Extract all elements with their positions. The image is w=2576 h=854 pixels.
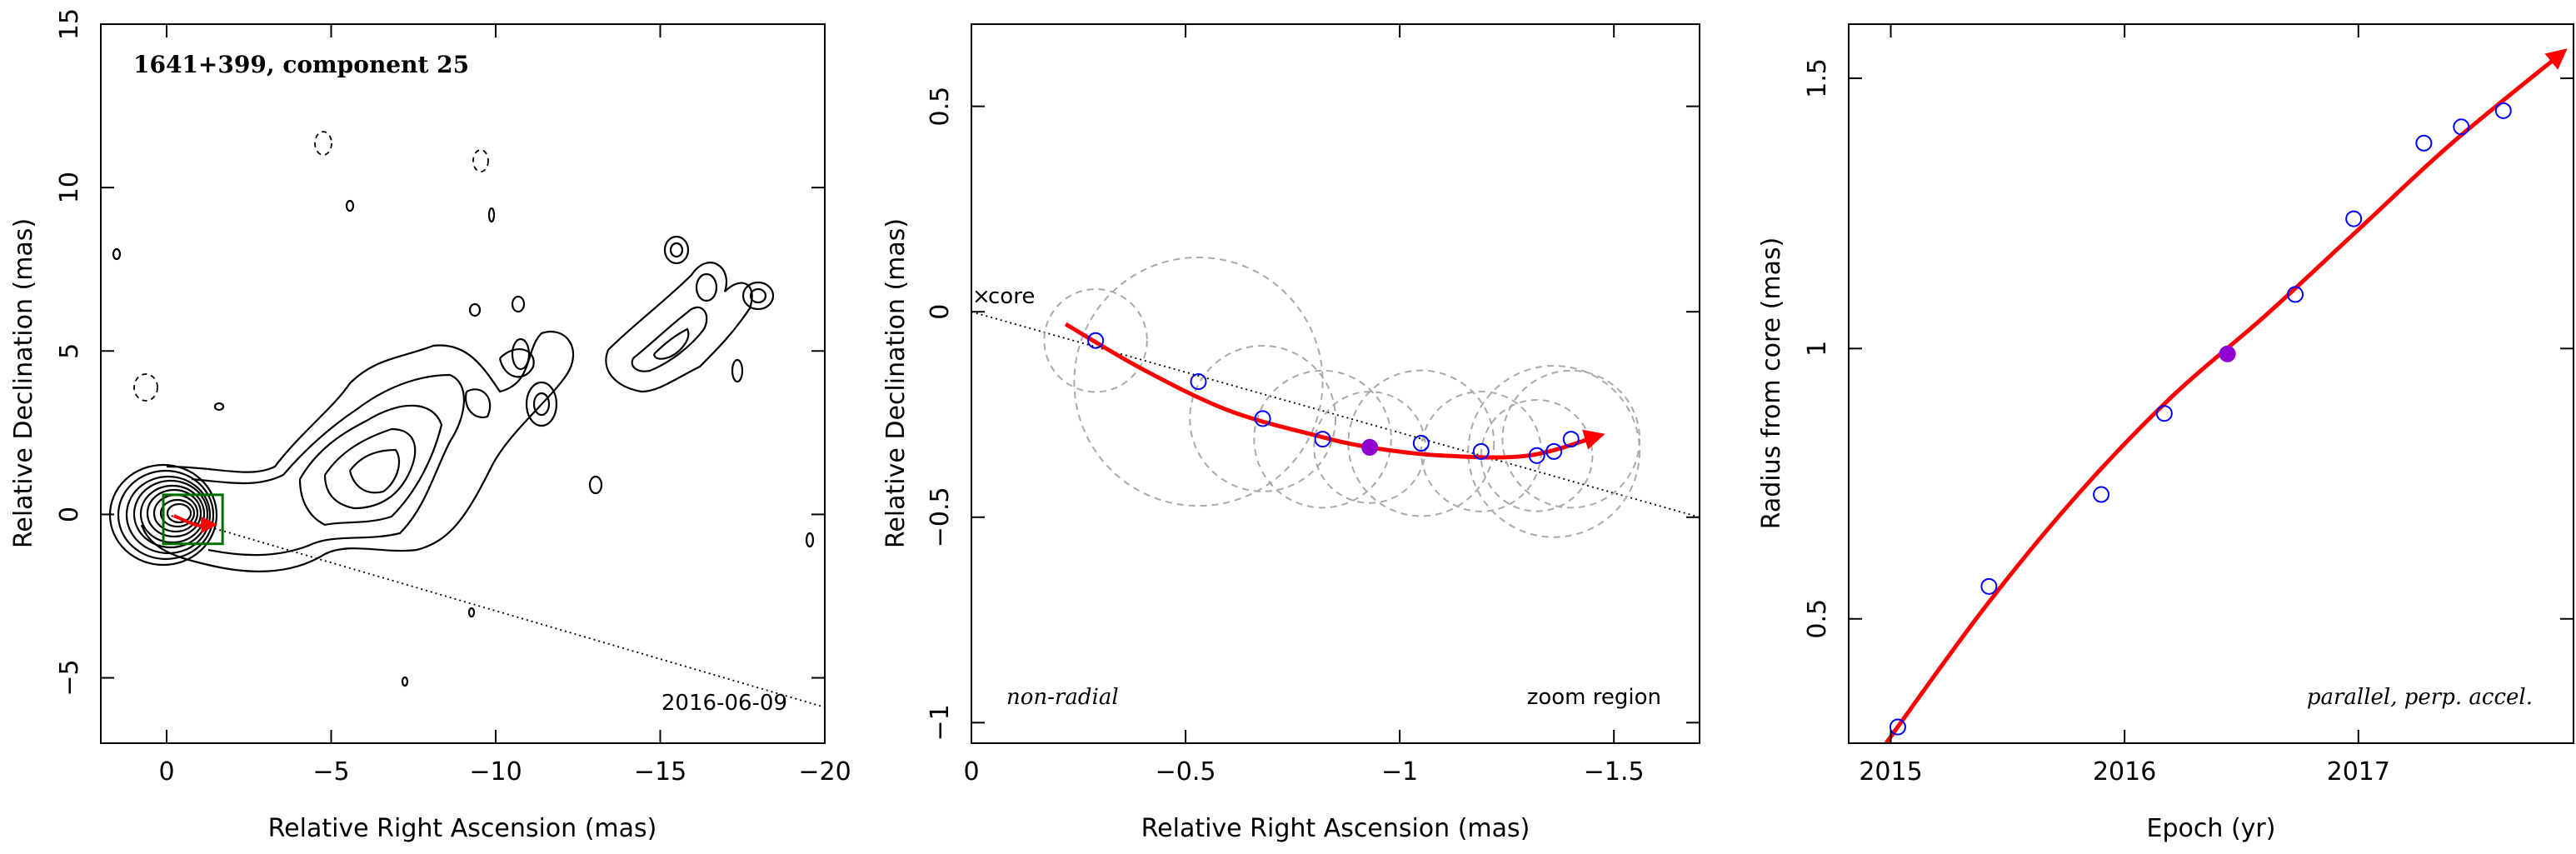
y-tick-label: −1 [926,704,955,741]
plot-frame [100,23,826,744]
y-tick-label: 10 [55,172,84,203]
data-point [1980,577,1998,595]
panel-zoom-region: 0 −0.5 −1 −1.5 −1 −0.5 0 0.5 × core non-radial… [881,23,1700,843]
x-tick-label: −0.5 [1156,757,1216,787]
error-ellipse [1501,369,1641,509]
y-axis-ticks: −1 −0.5 0 0.5 [926,87,1700,741]
direction-line [971,311,1700,518]
x-tick-label: −15 [634,757,686,787]
direction-line [166,513,825,708]
radius-plot [1884,48,2568,743]
date-label: 2016-06-09 [661,691,787,716]
x-tick-label: −5 [312,757,349,787]
y-tick-label: 5 [55,343,84,359]
annotation-label: parallel, perp. accel. [2307,685,2533,710]
y-axis-ticks: 0.5 1 1.5 [1803,58,2574,639]
y-tick-label: 0 [926,304,955,320]
error-ellipse [1189,345,1336,492]
x-axis-ticks: 0 −0.5 −1 −1.5 [963,24,1645,787]
y-tick-label: 0.5 [926,87,955,127]
core-label: core [988,284,1035,309]
data-point [1190,373,1207,391]
data-points [1889,102,2512,736]
y-tick-label: 1 [1803,341,1832,357]
chart-title: 1641+399, component 25 [133,51,469,78]
data-point [1562,431,1580,448]
core-marker: × core [972,284,1035,309]
left-label: non-radial [1006,685,1119,710]
core-cross-icon: × [972,284,991,309]
data-point [1254,410,1271,427]
fit-curve [1064,322,1605,460]
plot-frame [1848,23,2574,744]
y-tick-label: 0 [55,507,84,522]
x-tick-label: −10 [469,757,522,787]
error-ellipse [1480,398,1594,512]
fit-curve [1884,48,2568,743]
x-axis-label: Relative Right Ascension (mas) [268,814,657,843]
right-label: zoom region [1527,685,1661,710]
data-point [1545,442,1563,460]
error-ellipse [1043,288,1148,393]
x-tick-label: −20 [798,757,851,787]
error-ellipses [1043,256,1641,538]
data-points [1087,332,1580,464]
x-tick-label: 0 [158,757,174,787]
plot-frame [971,23,1700,744]
y-tick-label: −5 [55,659,84,696]
zoom-box [162,493,224,546]
y-axis-label: Radius from core (mas) [1757,237,1786,530]
zoom-plot [971,256,1700,538]
data-point [2287,286,2304,303]
x-tick-label: 2015 [1859,757,1922,787]
panel-contour-map: 0 −5 −10 −15 −20 −5 0 5 10 15 1641+399, componen… [9,8,851,843]
x-tick-label: 2016 [2093,757,2156,787]
error-ellipse [1347,369,1495,517]
data-point [1889,718,1906,736]
x-tick-label: −1.5 [1584,757,1645,787]
data-point [2093,486,2110,503]
x-tick-label: 2017 [2327,757,2390,787]
x-axis-ticks: 2015 2016 2017 [1859,24,2390,787]
x-axis-label: Epoch (yr) [2147,814,2276,843]
highlighted-data-point [1361,438,1379,456]
data-point [1087,332,1105,349]
negative-contours [133,131,489,402]
y-tick-label: 1.5 [1803,58,1832,98]
error-ellipse [1073,256,1324,507]
x-tick-label: −1 [1381,757,1418,787]
data-point [1412,435,1430,452]
y-axis-label: Relative Declination (mas) [9,218,38,548]
highlighted-data-point [2219,345,2236,362]
data-point [1472,442,1490,460]
data-point [1528,447,1545,464]
y-axis-label: Relative Declination (mas) [881,218,911,548]
data-point [2415,134,2433,152]
y-axis-ticks: −5 0 5 10 15 [55,8,825,697]
contour-lines [108,199,815,687]
y-tick-label: 15 [55,8,84,40]
y-tick-label: 0.5 [1803,599,1832,639]
error-ellipse [1467,365,1641,538]
x-axis-label: Relative Right Ascension (mas) [1141,814,1530,843]
panel-radius-vs-epoch: 2015 2016 2017 0.5 1 1.5 parallel, perp. acc… [1757,23,2574,843]
x-tick-label: 0 [963,757,979,787]
x-axis-ticks: 0 −5 −10 −15 −20 [158,24,851,787]
data-point [2155,405,2173,422]
contour-map-plot [108,131,825,708]
y-tick-label: −0.5 [926,487,955,547]
data-point [2494,102,2512,119]
data-point [2345,210,2363,227]
data-point [2453,118,2470,136]
fit-track [172,514,218,534]
error-ellipse [1253,369,1392,509]
data-point [1314,431,1331,448]
